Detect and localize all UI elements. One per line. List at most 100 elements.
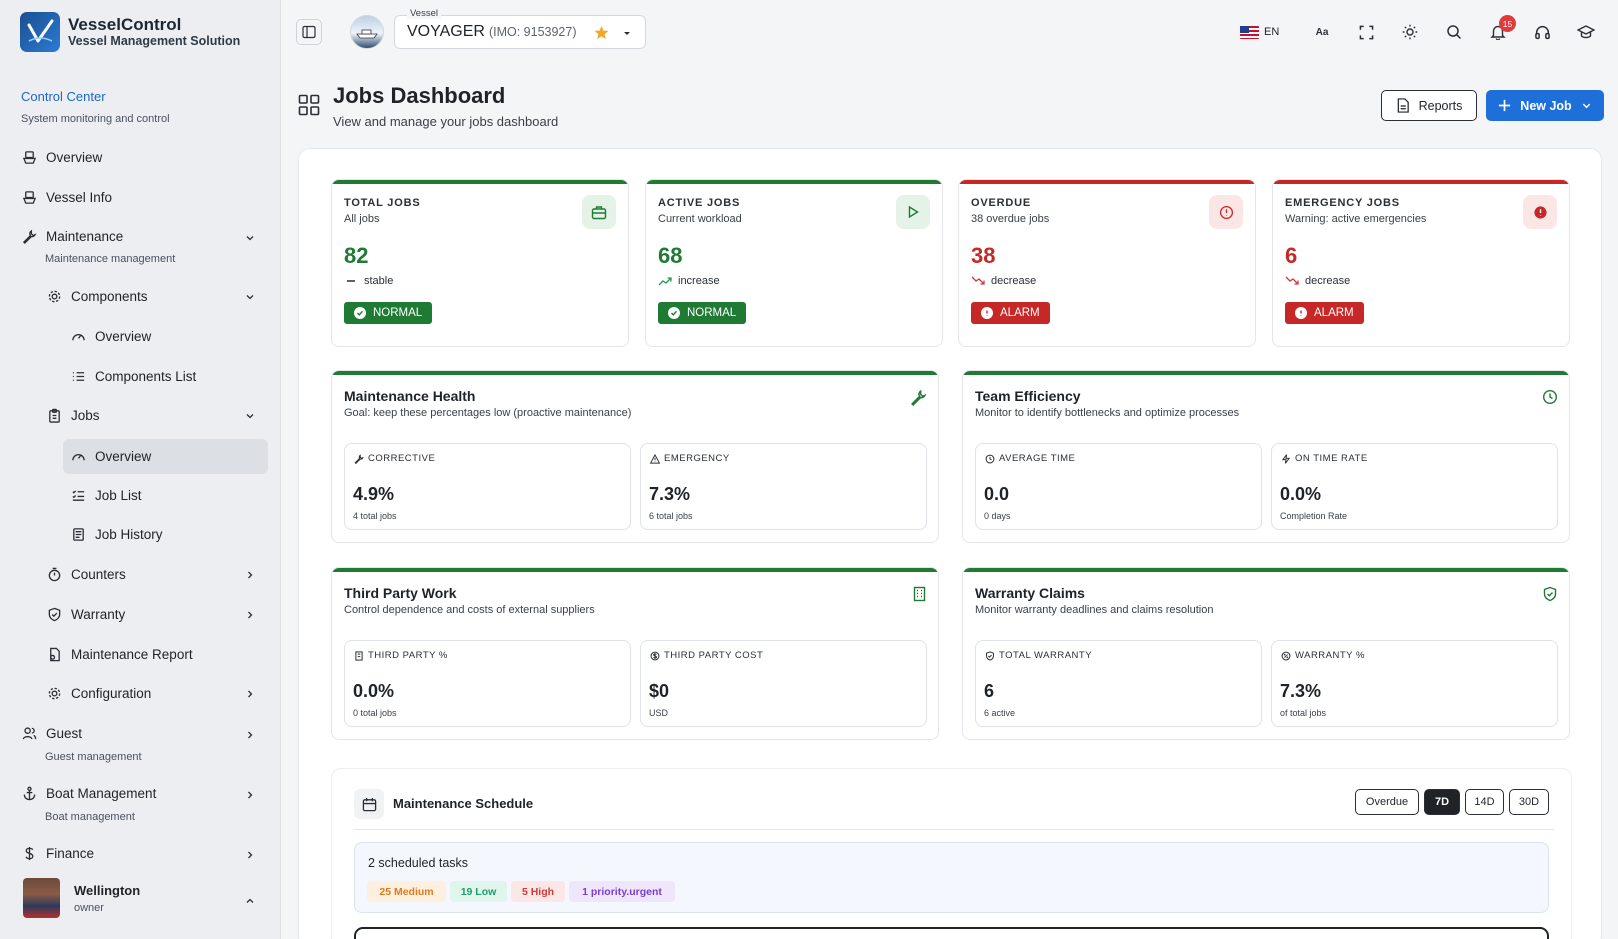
sidebar-item-components-overview[interactable]: Overview	[70, 319, 151, 353]
vessel-select[interactable]: VOYAGER (IMO: 9153927)	[394, 15, 646, 49]
check-circle-icon	[668, 307, 680, 319]
chevron-right-icon[interactable]	[244, 729, 256, 741]
schedule-list-container	[354, 927, 1549, 939]
sidebar-item-maintenance[interactable]: Maintenance	[21, 219, 123, 253]
notifications-button[interactable]: 15	[1488, 15, 1516, 42]
percent-badge-icon	[1281, 651, 1291, 660]
sidebar-item-jobs[interactable]: Jobs	[46, 398, 100, 432]
brand-subtitle: Vessel Management Solution	[68, 34, 241, 48]
metric-third-party-cost[interactable]: THIRD PARTY COST $0 USD	[640, 640, 927, 727]
stopwatch-icon	[46, 566, 62, 582]
section-title[interactable]: Control Center	[21, 89, 106, 104]
vessel-avatar[interactable]	[350, 15, 384, 49]
star-icon[interactable]	[594, 25, 609, 40]
maintenance-schedule: Maintenance Schedule Overdue 7D 14D 30D …	[331, 768, 1572, 939]
metric-emergency[interactable]: EMERGENCY 7.3% 6 total jobs	[640, 443, 927, 530]
trend-down-icon	[1285, 276, 1299, 285]
language-selector[interactable]: EN	[1240, 22, 1279, 42]
metric-label-text: THIRD PARTY COST	[664, 650, 764, 661]
filter-30d[interactable]: 30D	[1509, 789, 1549, 815]
new-job-button[interactable]: New Job	[1486, 90, 1604, 121]
card-title: Team Efficiency	[975, 388, 1081, 404]
sidebar-item-label: Counters	[71, 566, 126, 582]
kpi-label: OVERDUE	[971, 197, 1031, 209]
kpi-value: 68	[658, 243, 683, 268]
metric-warranty-percent[interactable]: WARRANTY % 7.3% of total jobs	[1271, 640, 1558, 727]
fullscreen-icon[interactable]	[1356, 22, 1376, 42]
metric-total-warranty[interactable]: TOTAL WARRANTY 6 6 active	[975, 640, 1262, 727]
chevron-up-icon[interactable]	[244, 895, 256, 907]
sidebar-item-overview[interactable]: Overview	[21, 140, 102, 174]
sidebar-item-job-history[interactable]: Job History	[70, 517, 163, 551]
clipboard-icon	[46, 407, 62, 423]
sidebar-item-configuration[interactable]: Configuration	[46, 676, 151, 710]
brand-name: VesselControl	[68, 15, 182, 34]
chevron-right-icon[interactable]	[244, 849, 256, 861]
chevron-right-icon[interactable]	[244, 609, 256, 621]
sidebar-toggle-icon[interactable]	[296, 19, 322, 45]
chevron-down-icon[interactable]	[244, 232, 256, 244]
kpi-total-jobs[interactable]: TOTAL JOBS All jobs 82 stable NORMAL	[331, 179, 629, 347]
sidebar-item-guest[interactable]: Guest	[21, 716, 82, 750]
lightning-icon	[1281, 453, 1291, 464]
shield-check-icon	[1543, 586, 1557, 602]
status-label: NORMAL	[687, 307, 737, 319]
wrench-icon	[354, 453, 364, 464]
chevron-right-icon[interactable]	[244, 569, 256, 581]
filter-14d[interactable]: 14D	[1465, 789, 1504, 815]
priority-pill-medium[interactable]: 25 Medium	[367, 881, 446, 902]
metric-average-time[interactable]: AVERAGE TIME 0.0 0 days	[975, 443, 1262, 530]
alert-filled-icon	[1523, 195, 1557, 229]
sidebar-item-job-list[interactable]: Job List	[70, 478, 142, 512]
chevron-right-icon[interactable]	[244, 789, 256, 801]
sidebar-item-vessel-info[interactable]: Vessel Info	[21, 180, 112, 214]
filter-7d[interactable]: 7D	[1424, 789, 1460, 815]
metric-third-party-percent[interactable]: THIRD PARTY % 0.0% 0 total jobs	[344, 640, 631, 727]
card-third-party-work: Third Party Work Control dependence and …	[331, 567, 939, 740]
sidebar-item-maintenance-report[interactable]: Maintenance Report	[46, 637, 193, 671]
metric-on-time-rate[interactable]: ON TIME RATE 0.0% Completion Rate	[1271, 443, 1558, 530]
kpi-active-jobs[interactable]: ACTIVE JOBS Current workload 68 increase…	[645, 179, 943, 347]
kpi-emergency-jobs[interactable]: EMERGENCY JOBS Warning: active emergenci…	[1272, 179, 1570, 347]
priority-pill-low[interactable]: 19 Low	[450, 881, 507, 902]
caret-down-icon[interactable]	[622, 28, 632, 38]
metric-corrective[interactable]: CORRECTIVE 4.9% 4 total jobs	[344, 443, 631, 530]
sidebar-item-components[interactable]: Components	[46, 279, 148, 313]
schedule-title: Maintenance Schedule	[393, 796, 534, 811]
priority-pill-urgent[interactable]: 1 priority.urgent	[569, 881, 675, 902]
chevron-down-icon[interactable]	[244, 291, 256, 303]
metric-value: 0.0%	[1280, 484, 1322, 504]
card-team-efficiency: Team Efficiency Monitor to identify bott…	[962, 370, 1570, 543]
chevron-down-icon[interactable]	[244, 410, 256, 422]
priority-pill-high[interactable]: 5 High	[511, 881, 565, 902]
sidebar-item-label: Maintenance Report	[71, 646, 193, 662]
kpi-trend-label: stable	[364, 275, 394, 287]
metric-label: WARRANTY %	[1280, 650, 1365, 661]
headset-icon[interactable]	[1532, 22, 1552, 42]
status-badge: ALARM	[971, 302, 1050, 324]
trend-down-icon	[971, 276, 985, 285]
chevron-right-icon[interactable]	[244, 688, 256, 700]
alert-dot-icon	[1295, 307, 1307, 319]
brand[interactable]: VesselControl Vessel Management Solution	[20, 12, 240, 52]
filter-overdue[interactable]: Overdue	[1355, 789, 1419, 815]
sidebar-item-counters[interactable]: Counters	[46, 557, 126, 591]
kpi-accent-bar	[959, 180, 1255, 184]
dollar-circle-icon	[650, 651, 660, 660]
metric-subtitle: 0 days	[984, 511, 1011, 521]
kpi-overdue[interactable]: OVERDUE 38 overdue jobs 38 decrease ALAR…	[958, 179, 1256, 347]
sun-icon[interactable]	[1400, 22, 1420, 42]
sidebar-item-finance[interactable]: Finance	[21, 836, 94, 870]
sidebar-item-boat-management[interactable]: Boat Management	[21, 776, 156, 810]
sidebar-item-components-list[interactable]: Components List	[70, 359, 196, 393]
search-icon[interactable]	[1444, 22, 1464, 42]
calendar-icon	[354, 789, 384, 819]
ship-icon	[21, 149, 37, 165]
graduation-cap-icon[interactable]	[1576, 22, 1596, 42]
user-menu[interactable]: Wellington owner	[23, 878, 140, 918]
divider	[354, 829, 1554, 830]
sidebar-item-warranty[interactable]: Warranty	[46, 597, 125, 631]
font-size-icon[interactable]: Aa	[1315, 26, 1329, 38]
reports-button[interactable]: Reports	[1381, 90, 1477, 121]
sidebar-item-jobs-overview[interactable]: Overview	[70, 439, 151, 473]
